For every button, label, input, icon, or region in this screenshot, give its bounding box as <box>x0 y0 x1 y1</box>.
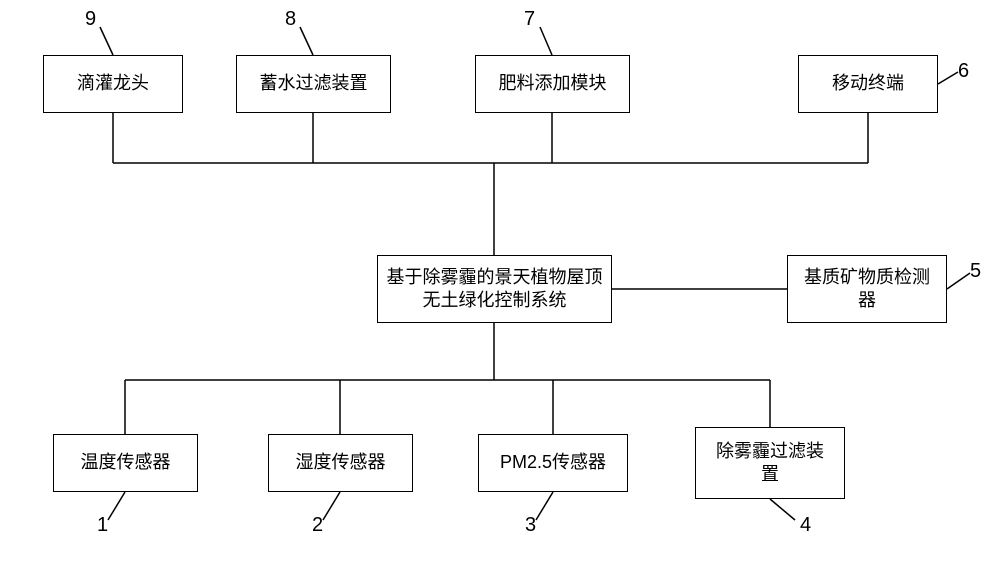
label-4: 4 <box>800 514 811 537</box>
node-water-filter: 蓄水过滤装置 <box>236 55 391 113</box>
node-pm25-sensor: PM2.5传感器 <box>478 434 628 492</box>
label-1: 1 <box>97 514 108 537</box>
node-fertilizer: 肥料添加模块 <box>475 55 630 113</box>
node-drip-faucet: 滴灌龙头 <box>43 55 183 113</box>
node-mobile-terminal: 移动终端 <box>798 55 938 113</box>
label-3: 3 <box>525 514 536 537</box>
label-2: 2 <box>312 514 323 537</box>
label-5: 5 <box>970 260 981 283</box>
label-6: 6 <box>958 60 969 83</box>
node-smog-filter: 除雾霾过滤装 置 <box>695 427 845 499</box>
node-mineral-detector: 基质矿物质检测 器 <box>787 255 947 323</box>
node-humidity-sensor: 湿度传感器 <box>268 434 413 492</box>
label-9: 9 <box>85 8 96 31</box>
node-center-system: 基于除雾霾的景天植物屋顶 无土绿化控制系统 <box>377 255 612 323</box>
label-7: 7 <box>524 8 535 31</box>
label-8: 8 <box>285 8 296 31</box>
node-temp-sensor: 温度传感器 <box>53 434 198 492</box>
